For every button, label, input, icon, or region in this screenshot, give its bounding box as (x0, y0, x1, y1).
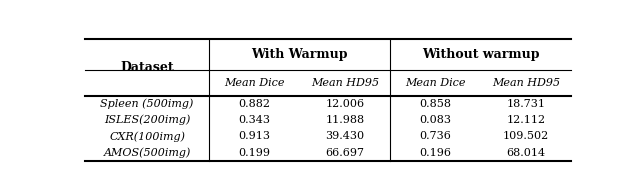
Text: 0.199: 0.199 (239, 148, 271, 158)
Text: 0.196: 0.196 (419, 148, 451, 158)
Text: 11.988: 11.988 (325, 115, 365, 125)
Text: 0.083: 0.083 (419, 115, 451, 125)
Text: 0.736: 0.736 (419, 132, 451, 141)
Text: 66.697: 66.697 (326, 148, 364, 158)
Text: 0.882: 0.882 (239, 99, 271, 109)
Text: 39.430: 39.430 (325, 132, 365, 141)
Text: Mean HD95: Mean HD95 (492, 78, 560, 88)
Text: 12.006: 12.006 (325, 99, 365, 109)
Text: 0.343: 0.343 (239, 115, 271, 125)
Text: ISLES(200img): ISLES(200img) (104, 115, 190, 125)
Text: 0.913: 0.913 (239, 132, 271, 141)
Text: 68.014: 68.014 (506, 148, 545, 158)
Text: AMOS(500img): AMOS(500img) (104, 148, 191, 158)
Text: 109.502: 109.502 (502, 132, 549, 141)
Text: Spleen (500img): Spleen (500img) (100, 99, 194, 109)
Text: Mean Dice: Mean Dice (224, 78, 285, 88)
Text: 0.858: 0.858 (419, 99, 451, 109)
Text: With Warmup: With Warmup (252, 48, 348, 61)
Text: Dataset: Dataset (120, 61, 174, 74)
Text: 18.731: 18.731 (506, 99, 545, 109)
Text: Without warmup: Without warmup (422, 48, 540, 61)
Text: CXR(100img): CXR(100img) (109, 131, 185, 142)
Text: 12.112: 12.112 (506, 115, 545, 125)
Text: Mean HD95: Mean HD95 (311, 78, 379, 88)
Text: Mean Dice: Mean Dice (405, 78, 466, 88)
